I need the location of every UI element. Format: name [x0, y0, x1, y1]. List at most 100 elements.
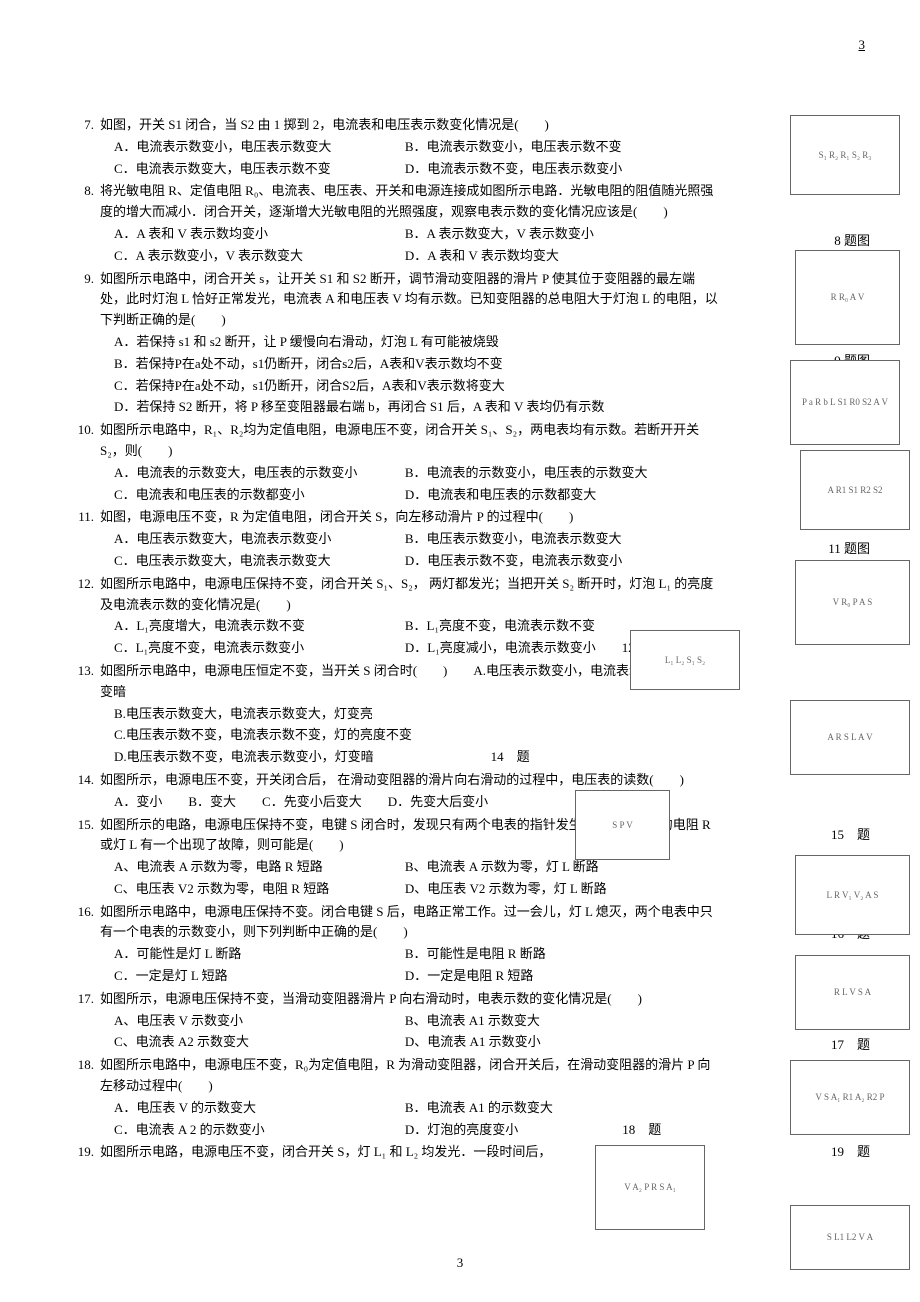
circuit-diagram: V S A₁ R1 A₂ R2 P — [790, 1060, 910, 1135]
question: 19.19 题如图所示电路，电源电压不变，闭合开关 S，灯 L₁ 和 L₂ 均发… — [70, 1142, 870, 1163]
question: 16.16 题如图所示电路中，电源电压保持不变。闭合电键 S 后，电路正常工作。… — [70, 902, 870, 987]
option: B．可能性是电阻 R 断路 — [405, 944, 696, 965]
question-number: 13. — [70, 661, 100, 768]
option: C.电压表示数不变，电流表示数不变，灯的亮度不变 — [114, 725, 412, 746]
question-number: 7. — [70, 115, 100, 179]
option-row: B．若保持P在a处不动，s1仍断开，闭合s2后，A表和V表示数均不变 — [100, 354, 720, 375]
figure-label: 17 题 — [831, 1035, 870, 1056]
option-row: A．A 表和 V 表示数均变小B．A 表示数变大，V 表示数变小 — [100, 224, 720, 245]
option: B．电流表示数变小，电压表示数不变 — [405, 137, 696, 158]
circuit-diagram: R R₀ A V — [795, 250, 900, 345]
question-number: 8. — [70, 181, 100, 266]
question-stem: 将光敏电阻 R、定值电阻 R₀、电流表、电压表、开关和电源连接成如图所示电路．光… — [100, 181, 720, 223]
question-stem: 如图所示电路中，电源电压保持不变，闭合开关 S₁、S₂， 两灯都发光；当把开关 … — [100, 574, 720, 616]
option: B、电流表 A1 示数变大 — [405, 1011, 696, 1032]
option-row: A．电流表的示数变大，电压表的示数变小B．电流表的示数变小，电压表的示数变大 — [100, 463, 720, 484]
question-body: 如图，电源电压不变，R 为定值电阻，闭合开关 S，向左移动滑片 P 的过程中( … — [100, 507, 870, 571]
circuit-diagram: S P V — [575, 790, 670, 860]
option: D．A 表和 V 表示数均变大 — [405, 246, 696, 267]
circuit-diagram: S L1 L2 V A — [790, 1205, 910, 1270]
circuit-diagram: S₁ R₂ R₁ S₂ R₃ — [790, 115, 900, 195]
option: D、电流表 A1 示数变小 — [405, 1032, 696, 1053]
question: 13.13 题图如图所示电路中，电源电压恒定不变，当开关 S 闭合时( ) A.… — [70, 661, 870, 768]
option: C．电流表和电压表的示数都变小 — [114, 485, 405, 506]
question: 9.9 题图如图所示电路中，闭合开关 s，让开关 S1 和 S2 断开，调节滑动… — [70, 269, 870, 419]
option: C．电流表 A 2 的示数变小 — [114, 1120, 405, 1141]
question: 11.11 题图如图，电源电压不变，R 为定值电阻，闭合开关 S，向左移动滑片 … — [70, 507, 870, 571]
question-stem: 如图所示，电源电压不变，开关闭合后， 在滑动变阻器的滑片向右滑动的过程中，电压表… — [100, 770, 720, 791]
option-row: C．L₁亮度不变，电流表示数变小D．L₁亮度减小，电流表示数变小 12 题图 — [100, 638, 720, 659]
option-row: C．若保持P在a处不动，s1仍断开，闭合S2后，A表和V表示数将变大 — [100, 376, 720, 397]
question: 7.7 题图如图，开关 S1 闭合，当 S2 由 1 掷到 2，电流表和电压表示… — [70, 115, 870, 179]
option-row: C、电流表 A2 示数变大D、电流表 A1 示数变小 — [100, 1032, 720, 1053]
option-row: C．电流表示数变大，电压表示数不变D．电流表示数不变，电压表示数变小 — [100, 159, 720, 180]
option-row: C．电压表示数变大，电流表示数变大D．电压表示数不变，电流表示数变小 — [100, 551, 720, 572]
question-stem: 如图所示电路中，R₁、R₂均为定值电阻，电源电压不变，闭合开关 S₁、S₂，两电… — [100, 420, 720, 462]
circuit-diagram: L R V₁ V₂ A S — [795, 855, 910, 935]
question: 17.如图所示，电源电压保持不变，当滑动变阻器滑片 P 向右滑动时，电表示数的变… — [70, 989, 870, 1053]
question-body: 如图所示电路中，电源电压保持不变。闭合电键 S 后，电路正常工作。过一会儿，灯 … — [100, 902, 870, 987]
question: 15. 15 题如图所示的电路，电源电压保持不变，电键 S 闭合时，发现只有两个电… — [70, 815, 870, 900]
question-body: 如图所示电路中，闭合开关 s，让开关 S1 和 S2 断开，调节滑动变阻器的滑片… — [100, 269, 870, 419]
question-number: 17. — [70, 989, 100, 1053]
option-row: A、电流表 A 示数为零，电路 R 短路B、电流表 A 示数为零，灯 L 断路 — [100, 857, 720, 878]
option: C．A 表示数变小，V 表示数变大 — [114, 246, 405, 267]
option-row: C．电流表 A 2 的示数变小D．灯泡的亮度变小 18 题 — [100, 1120, 720, 1141]
option: A．电流表示数变小，电压表示数变大 — [114, 137, 405, 158]
question-body: 如图所示电路中，电源电压不变，R₀为定值电阻，R 为滑动变阻器，闭合开关后，在滑… — [100, 1055, 870, 1140]
option: B．电压表示数变小，电流表示数变大 — [405, 529, 696, 550]
option-row: A．电流表示数变小，电压表示数变大B．电流表示数变小，电压表示数不变 — [100, 137, 720, 158]
option: B.电压表示数变大，电流表示数变大，灯变亮 — [114, 704, 373, 725]
option: A．若保持 s1 和 s2 断开，让 P 缓慢向右滑动，灯泡 L 有可能被烧毁 — [114, 332, 499, 353]
option-row: C．A 表示数变小，V 表示数变大D．A 表和 V 表示数均变大 — [100, 246, 720, 267]
circuit-diagram: A R1 S1 R2 S2 — [800, 450, 910, 530]
figure-label: 15 题 — [831, 825, 870, 846]
option: C．电压表示数变大，电流表示数变大 — [114, 551, 405, 572]
option: C．一定是灯 L 短路 — [114, 966, 405, 987]
question-body: 如图所示电路中，电源电压恒定不变，当开关 S 闭合时( ) A.电压表示数变小，… — [100, 661, 870, 768]
option: D．若保持 S2 断开，将 P 移至变阻器最右端 b，再闭合 S1 后，A 表和… — [114, 397, 604, 418]
option: D．电压表示数不变，电流表示数变小 — [405, 551, 696, 572]
question-stem: 如图所示电路中，闭合开关 s，让开关 S1 和 S2 断开，调节滑动变阻器的滑片… — [100, 269, 720, 331]
option: C、电流表 A2 示数变大 — [114, 1032, 405, 1053]
option: D．灯泡的亮度变小 18 题 — [405, 1120, 696, 1141]
question-number: 12. — [70, 574, 100, 659]
question-body: 如图，开关 S1 闭合，当 S2 由 1 掷到 2，电流表和电压表示数变化情况是… — [100, 115, 870, 179]
question-body: 如图所示电路，电源电压不变，闭合开关 S，灯 L₁ 和 L₂ 均发光．一段时间后… — [100, 1142, 870, 1163]
question-stem: 如图，开关 S1 闭合，当 S2 由 1 掷到 2，电流表和电压表示数变化情况是… — [100, 115, 720, 136]
question-body: 如图所示，电源电压保持不变，当滑动变阻器滑片 P 向右滑动时，电表示数的变化情况… — [100, 989, 870, 1053]
option: B．若保持P在a处不动，s1仍断开，闭合s2后，A表和V表示数均不变 — [114, 354, 503, 375]
question-number: 18. — [70, 1055, 100, 1140]
page-number-top: 3 — [859, 35, 866, 56]
option: B．A 表示数变大，V 表示数变小 — [405, 224, 696, 245]
option: C．若保持P在a处不动，s1仍断开，闭合S2后，A表和V表示数将变大 — [114, 376, 505, 397]
option-row: C．一定是灯 L 短路D．一定是电阻 R 短路 — [100, 966, 720, 987]
figure-label: 11 题图 — [828, 539, 870, 560]
circuit-diagram: V R₀ P A S — [795, 560, 910, 645]
page-number-bottom: 3 — [457, 1253, 464, 1274]
option-row: A．L₁亮度增大，电流表示数不变B．L₁亮度不变，电流表示数不变 — [100, 616, 720, 637]
option: D、电压表 V2 示数为零，灯 L 断路 — [405, 879, 696, 900]
option: C．L₁亮度不变，电流表示数变小 — [114, 638, 405, 659]
circuit-diagram: A R S L A V — [790, 700, 910, 775]
circuit-diagram: R L V S A — [795, 955, 910, 1030]
option: A．A 表和 V 表示数均变小 — [114, 224, 405, 245]
content-area: 7.7 题图如图，开关 S1 闭合，当 S2 由 1 掷到 2，电流表和电压表示… — [70, 115, 870, 1163]
question-body: 如图所示，电源电压不变，开关闭合后， 在滑动变阻器的滑片向右滑动的过程中，电压表… — [100, 770, 870, 813]
option: B、电流表 A 示数为零，灯 L 断路 — [405, 857, 696, 878]
circuit-diagram: L₁ L₂ S₁ S₂ — [630, 630, 740, 690]
option: A．电流表的示数变大，电压表的示数变小 — [114, 463, 405, 484]
option-row: A．电压表 V 的示数变大B．电流表 A1 的示数变大 — [100, 1098, 720, 1119]
question-body: 如图所示的电路，电源电压保持不变，电键 S 闭合时，发现只有两个电表的指针发生偏… — [100, 815, 870, 900]
option: D.电压表示数不变，电流表示数变小，灯变暗 14 题 — [114, 747, 530, 768]
question-number: 9. — [70, 269, 100, 419]
question: 10.10 题图如图所示电路中，R₁、R₂均为定值电阻，电源电压不变，闭合开关 … — [70, 420, 870, 505]
question-stem: 如图所示电路中，电源电压保持不变。闭合电键 S 后，电路正常工作。过一会儿，灯 … — [100, 902, 720, 944]
option-row: D．若保持 S2 断开，将 P 移至变阻器最右端 b，再闭合 S1 后，A 表和… — [100, 397, 720, 418]
option: A．变小 B．变大 C．先变小后变大 D．先变大后变小 — [114, 792, 488, 813]
question-number: 15. — [70, 815, 100, 900]
question-stem: 如图所示，电源电压保持不变，当滑动变阻器滑片 P 向右滑动时，电表示数的变化情况… — [100, 989, 720, 1010]
option-row: C.电压表示数不变，电流表示数不变，灯的亮度不变 — [100, 725, 720, 746]
option: B．电流表的示数变小，电压表的示数变大 — [405, 463, 696, 484]
option-row: D.电压表示数不变，电流表示数变小，灯变暗 14 题 — [100, 747, 720, 768]
